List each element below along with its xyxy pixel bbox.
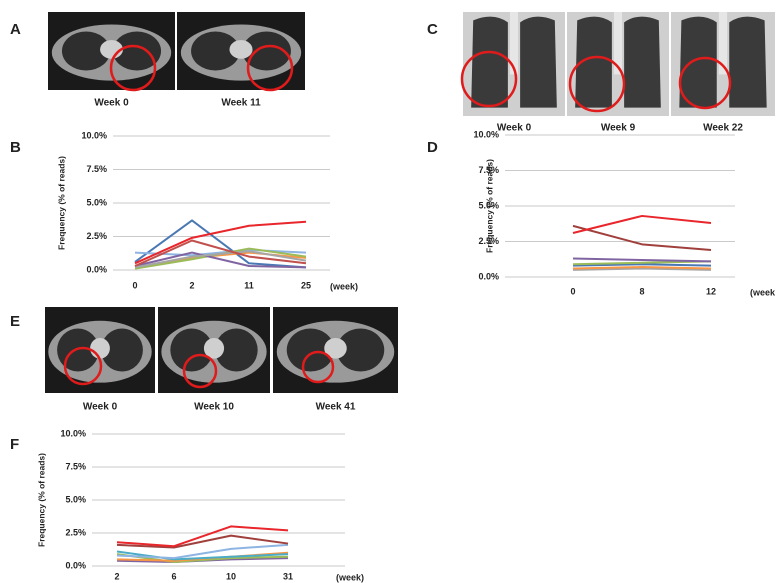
panel-letter: D — [427, 139, 438, 156]
series-line — [573, 226, 711, 250]
x-tick-label: 6 — [171, 571, 176, 581]
figure: A Week 0 Week 11 C Week 0 Week 9 Week 22 E Week … — [0, 0, 778, 583]
y-tick-label: 5.0% — [86, 197, 107, 207]
y-tick-label: 7.5% — [65, 461, 86, 471]
y-tick-label: 0.0% — [86, 264, 107, 274]
y-tick-label: 10.0% — [81, 130, 107, 140]
image-caption: Week 41 — [316, 402, 356, 413]
y-tick-label: 2.5% — [65, 527, 86, 537]
ct-image — [273, 307, 398, 393]
y-tick-label: 2.5% — [86, 231, 107, 241]
image-caption: Week 0 — [94, 98, 129, 109]
ct-scan — [273, 307, 398, 393]
y-axis-label: Frequency (% of reads) — [36, 453, 46, 547]
image-caption: Week 10 — [194, 402, 234, 413]
x-tick-label: 0 — [132, 280, 137, 290]
panel-letter: A — [10, 21, 21, 38]
image-caption: Week 11 — [221, 98, 261, 109]
y-axis-label: Frequency (% of reads) — [484, 159, 494, 253]
panel-letter: F — [10, 436, 19, 453]
x-tick-label: 2 — [189, 280, 194, 290]
y-tick-label: 0.0% — [478, 271, 499, 281]
series-line — [117, 526, 288, 546]
image-caption: Week 0 — [497, 123, 532, 134]
panel-letter: C — [427, 21, 438, 38]
x-tick-label: 12 — [706, 286, 716, 296]
series-line — [573, 259, 711, 262]
ct-scan — [48, 12, 175, 90]
ct-image — [45, 307, 155, 393]
x-axis-label: (week — [750, 287, 776, 297]
image-caption: Week 22 — [703, 123, 743, 134]
ct-image — [48, 12, 175, 90]
x-tick-label: 11 — [244, 280, 254, 290]
ct-scan — [463, 12, 565, 116]
x-tick-label: 31 — [283, 571, 293, 581]
y-axis-label: Frequency (% of reads) — [56, 156, 66, 250]
y-tick-label: 7.5% — [86, 164, 107, 174]
x-axis-label: (week) — [330, 281, 358, 291]
ct-scan — [45, 307, 155, 393]
x-tick-label: 25 — [301, 280, 311, 290]
y-tick-label: 0.0% — [65, 560, 86, 570]
x-tick-label: 0 — [570, 286, 575, 296]
ct-image — [463, 12, 565, 116]
x-axis-label: (week) — [336, 572, 364, 582]
y-tick-label: 10.0% — [60, 428, 86, 438]
y-tick-label: 10.0% — [473, 129, 499, 139]
x-tick-label: 10 — [226, 571, 236, 581]
image-caption: Week 0 — [83, 402, 118, 413]
x-tick-label: 2 — [114, 571, 119, 581]
x-tick-label: 8 — [639, 286, 644, 296]
panel-letter: B — [10, 139, 21, 156]
panel-letter: E — [10, 313, 20, 330]
y-tick-label: 5.0% — [65, 494, 86, 504]
image-caption: Week 9 — [601, 123, 636, 134]
